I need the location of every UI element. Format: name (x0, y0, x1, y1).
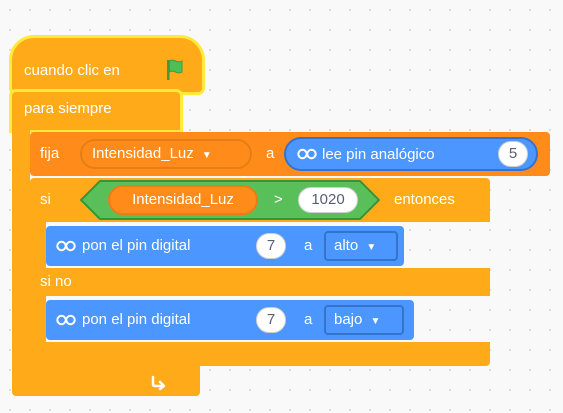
digital-write-to-label: a (304, 237, 313, 254)
pin-state-dropdown[interactable]: bajo ▼ (324, 305, 404, 335)
read-analog-pin-reporter[interactable]: lee pin analógico 5 (284, 137, 538, 171)
green-flag-icon (164, 58, 190, 82)
set-variable-block[interactable]: fija Intensidad_Luz ▼ a lee pin analógic… (30, 132, 550, 176)
if-block-footer (30, 342, 490, 366)
hat-label: cuando clic en (24, 62, 120, 79)
forever-block-footer (12, 364, 200, 396)
set-label: fija (40, 145, 60, 162)
variable-dropdown[interactable]: Intensidad_Luz ▼ (80, 139, 252, 169)
set-to-label: a (266, 145, 275, 162)
digital-pin-input[interactable]: 7 (256, 233, 286, 259)
greater-than-condition[interactable]: Intensidad_Luz > 1020 (80, 180, 380, 220)
digital-pin-input[interactable]: 7 (256, 307, 286, 333)
variable-name: Intensidad_Luz (92, 145, 194, 162)
then-label: entonces (394, 191, 455, 208)
digital-write-to-label: a (304, 311, 313, 328)
when-flag-clicked-block[interactable]: cuando clic en (12, 38, 202, 92)
analog-pin-input[interactable]: 5 (498, 141, 528, 167)
threshold-input[interactable]: 1020 (298, 187, 358, 213)
infinity-icon (55, 237, 77, 255)
infinity-icon (55, 311, 77, 329)
chevron-down-icon: ▼ (201, 150, 212, 161)
condition-variable-reporter[interactable]: Intensidad_Luz (108, 185, 258, 215)
forever-label: para siempre (24, 100, 112, 117)
pin-state-dropdown[interactable]: alto ▼ (324, 231, 398, 261)
digital-write-block-high[interactable]: pon el pin digital 7 a alto ▼ (46, 226, 404, 266)
greater-than-operator: > (274, 191, 283, 208)
infinity-icon (296, 145, 318, 163)
chevron-down-icon: ▼ (370, 316, 381, 327)
else-section: si no (30, 268, 490, 296)
read-analog-label: lee pin analógico (322, 146, 435, 163)
digital-write-label: pon el pin digital (82, 237, 191, 254)
forever-block[interactable]: para siempre (12, 92, 180, 130)
pin-state-value: alto (334, 237, 359, 254)
digital-write-block-low[interactable]: pon el pin digital 7 a bajo ▼ (46, 300, 414, 340)
pin-state-value: bajo (334, 311, 363, 328)
chevron-down-icon: ▼ (366, 242, 377, 253)
if-else-block[interactable]: si Intensidad_Luz > 1020 entonces (30, 178, 490, 222)
digital-write-label: pon el pin digital (82, 311, 191, 328)
if-label: si (40, 191, 51, 208)
else-label: si no (40, 273, 72, 290)
loop-arrow-icon (148, 371, 168, 391)
forever-block-arm (12, 126, 30, 366)
